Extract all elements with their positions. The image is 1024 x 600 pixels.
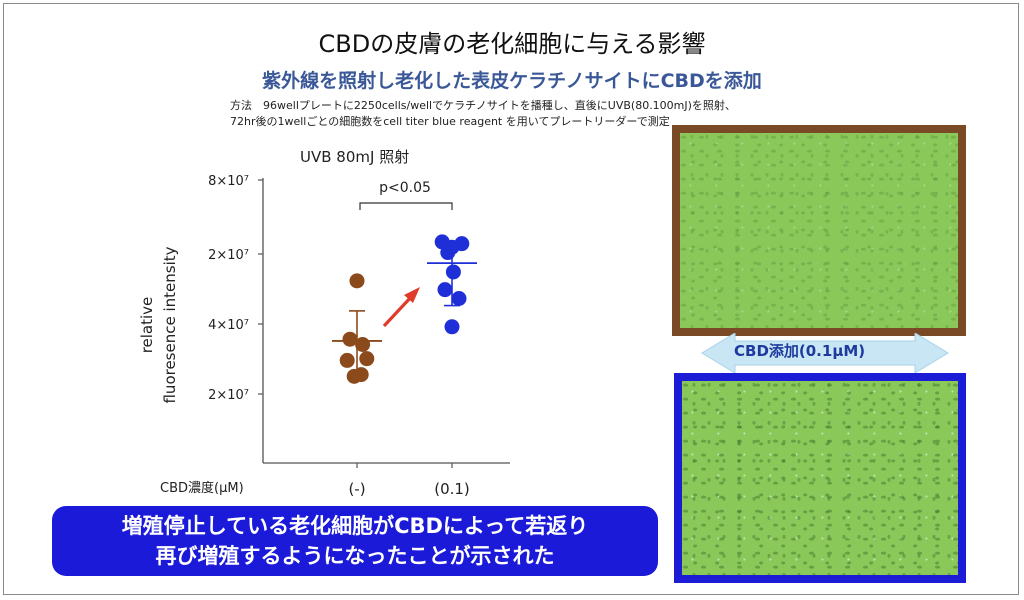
data-point xyxy=(445,264,461,280)
data-point xyxy=(359,351,375,367)
method-text: 方法 96wellプレートに2250cells/wellでケラチノサイトを播種し… xyxy=(230,98,736,130)
trend-arrow-shaft xyxy=(382,294,414,328)
cbd-addition-label: CBD添加(0.1μM) xyxy=(734,342,866,360)
slide-title: CBDの皮膚の老化細胞に与える影響 xyxy=(318,30,706,58)
data-point xyxy=(342,331,358,347)
data-point xyxy=(454,236,470,252)
micrograph-cbd-treated xyxy=(674,373,966,583)
y-tick-label: 2×10⁷ xyxy=(208,388,249,403)
data-point xyxy=(353,367,369,383)
y-axis-label-line1: relative xyxy=(138,297,156,354)
conclusion-line-1: 増殖停止している老化細胞がCBDによって若返り xyxy=(121,514,589,538)
x-axis-label: CBD濃度(μM) xyxy=(160,480,244,496)
data-point xyxy=(349,273,365,289)
cell-texture xyxy=(682,381,958,575)
y-tick-label: 4×10⁷ xyxy=(208,318,249,333)
data-point xyxy=(355,336,371,352)
significance-bracket xyxy=(359,202,453,210)
data-point xyxy=(451,291,467,307)
conclusion-line-2: 再び増殖するようになったことが示された xyxy=(155,544,555,568)
x-tick-label: (-) xyxy=(348,480,365,498)
cell-texture xyxy=(680,133,958,328)
data-point xyxy=(440,245,456,261)
chart-title: UVB 80mJ 照射 xyxy=(300,148,410,166)
data-point xyxy=(437,282,453,298)
data-point xyxy=(444,319,460,335)
down-arrow-shape xyxy=(701,333,949,374)
method-line-2: 72hr後の1wellごとの細胞数をcell titer blue reagen… xyxy=(230,115,670,128)
data-point xyxy=(339,352,355,368)
slide-frame xyxy=(3,3,1019,595)
conclusion-banner: 増殖停止している老化細胞がCBDによって若返り 再び増殖するようになったことが示… xyxy=(52,506,658,576)
y-tick-label: 2×10⁷ xyxy=(208,248,249,263)
trend-arrow-head xyxy=(404,287,420,303)
method-line-1: 方法 96wellプレートに2250cells/wellでケラチノサイトを播種し… xyxy=(230,99,736,112)
y-axis-label-line2: fluoresence intensity xyxy=(161,246,179,403)
slide-subtitle: 紫外線を照射し老化した表皮ケラチノサイトにCBDを添加 xyxy=(262,70,762,92)
x-tick-label: (0.1) xyxy=(434,480,470,498)
y-tick-label: 8×10⁷ xyxy=(208,174,249,189)
micrograph-uvb-control xyxy=(672,125,966,336)
significance-label: p<0.05 xyxy=(379,180,431,196)
